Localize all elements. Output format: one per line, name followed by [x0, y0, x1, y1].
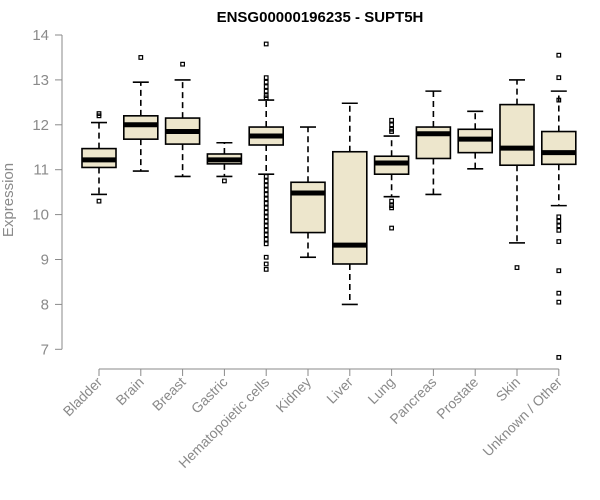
y-tick-label: 13 — [32, 72, 49, 89]
outlier-point — [263, 196, 269, 202]
box-pancreas — [415, 90, 452, 196]
y-tick-label: 12 — [32, 117, 49, 134]
outlier-point — [263, 174, 269, 179]
outlier-point — [263, 187, 269, 193]
outlier-point — [263, 205, 269, 211]
outlier-point — [389, 198, 394, 204]
outlier-point — [263, 191, 269, 197]
box-iqr — [290, 181, 326, 234]
outlier-point — [556, 97, 562, 103]
outlier-point — [263, 95, 269, 101]
y-axis-label: Expression — [0, 163, 17, 237]
boxes-layer — [81, 41, 577, 360]
box-gastric — [206, 141, 243, 184]
outlier-point — [556, 239, 562, 244]
box-lung — [373, 117, 410, 231]
y-tick-label: 9 — [41, 252, 49, 269]
outlier-point — [556, 354, 562, 360]
outlier-point — [96, 198, 102, 204]
box-kidney — [290, 126, 326, 259]
outlier-point — [389, 129, 394, 134]
outlier-point — [263, 79, 269, 85]
outlier-point — [556, 52, 562, 58]
outlier-point — [138, 55, 144, 60]
outlier-point — [263, 223, 269, 229]
y-tick-label: 10 — [32, 207, 49, 224]
outlier-point — [263, 254, 269, 260]
box-skin — [499, 79, 535, 270]
box-prostate — [457, 110, 494, 170]
outlier-point — [556, 214, 562, 220]
outlier-point — [263, 200, 269, 206]
outlier-point — [389, 117, 394, 123]
x-tick-label: Kidney — [273, 374, 315, 416]
outlier-point — [263, 178, 269, 184]
box-iqr — [540, 130, 577, 166]
outlier-point — [263, 183, 269, 188]
outlier-point — [263, 232, 269, 238]
x-tick-label: Unknown / Other — [479, 374, 565, 460]
y-tick-label: 7 — [41, 341, 49, 358]
outlier-point — [389, 205, 394, 211]
x-tick-label: Bladder — [60, 374, 106, 420]
outlier-point — [263, 218, 269, 224]
chart-title: ENSG00000196235 - SUPT5H — [217, 9, 424, 26]
box-liver — [331, 102, 368, 306]
outlier-point — [556, 299, 562, 305]
outlier-point — [556, 218, 562, 224]
outlier-point — [263, 227, 269, 233]
outlier-point — [556, 268, 562, 274]
outlier-point — [556, 227, 562, 233]
outlier-point — [96, 111, 102, 116]
outlier-point — [263, 241, 269, 247]
box-iqr — [123, 115, 159, 140]
outlier-point — [263, 88, 269, 94]
outlier-point — [263, 41, 269, 47]
y-tick-label: 8 — [41, 296, 49, 313]
box-hematopoietic-cells — [248, 41, 284, 272]
x-tick-label: Skin — [493, 374, 524, 405]
outlier-point — [263, 236, 269, 242]
box-unknown-other — [540, 52, 577, 360]
outlier-point — [263, 75, 269, 81]
box-bladder — [81, 111, 117, 204]
x-tick-label: Prostate — [433, 374, 481, 422]
outlier-point — [556, 223, 562, 229]
outlier-point — [180, 61, 186, 67]
box-brain — [123, 55, 159, 172]
outlier-point — [263, 266, 269, 272]
outlier-point — [263, 84, 269, 90]
outlier-point — [263, 214, 269, 220]
box-breast — [164, 61, 201, 178]
y-tick-label: 14 — [32, 27, 49, 44]
box-iqr — [499, 103, 535, 167]
x-tick-label: Breast — [149, 374, 189, 414]
x-tick-label: Liver — [323, 374, 356, 407]
y-tick-label: 11 — [33, 162, 49, 179]
outlier-point — [389, 122, 394, 128]
outlier-point — [263, 209, 269, 215]
x-tick-label: Lung — [364, 374, 397, 407]
outlier-point — [514, 265, 520, 270]
outlier-point — [556, 290, 562, 296]
x-tick-label: Brain — [112, 374, 146, 408]
axes: 7 8 9 10 11 12 13 14 — [32, 27, 559, 370]
outlier-point — [222, 178, 227, 184]
outlier-point — [389, 225, 394, 231]
outlier-point — [556, 75, 562, 81]
outlier-point — [263, 261, 269, 267]
